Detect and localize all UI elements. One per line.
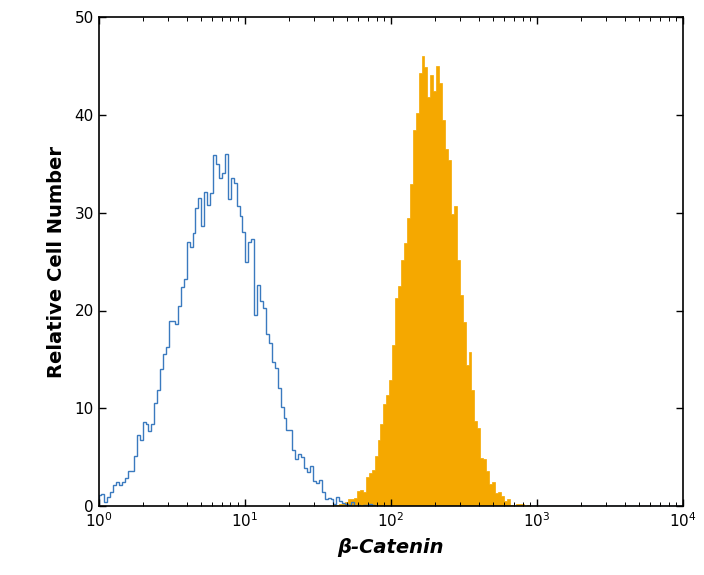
Y-axis label: Relative Cell Number: Relative Cell Number bbox=[47, 145, 66, 378]
X-axis label: β-Catenin: β-Catenin bbox=[337, 538, 444, 557]
